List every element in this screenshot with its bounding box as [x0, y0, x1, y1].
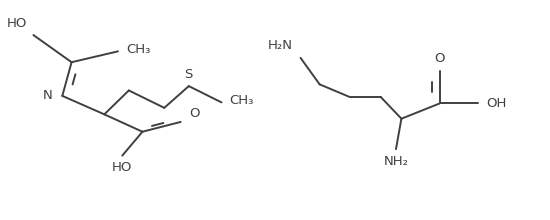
- Text: S: S: [185, 68, 193, 81]
- Text: HO: HO: [7, 17, 27, 30]
- Text: N: N: [43, 89, 52, 102]
- Text: HO: HO: [112, 161, 133, 174]
- Text: H₂N: H₂N: [267, 39, 293, 52]
- Text: OH: OH: [486, 97, 507, 110]
- Text: CH₃: CH₃: [126, 43, 151, 56]
- Text: O: O: [434, 52, 445, 66]
- Text: O: O: [189, 107, 199, 120]
- Text: CH₃: CH₃: [230, 94, 254, 107]
- Text: NH₂: NH₂: [383, 154, 409, 168]
